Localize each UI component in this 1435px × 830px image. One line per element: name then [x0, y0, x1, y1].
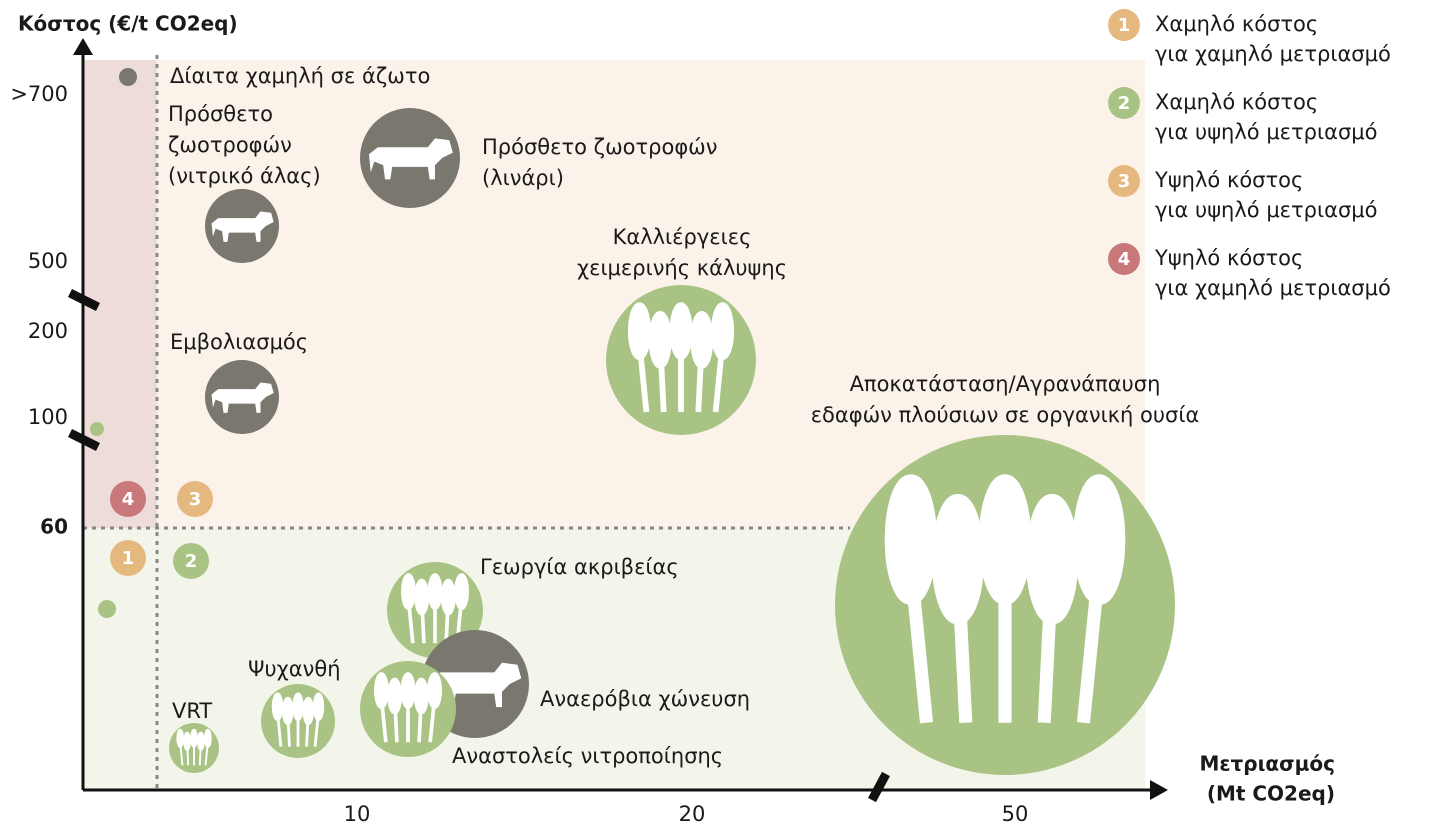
bubble-label: Δίαιτα χαμηλή σε άζωτο	[170, 64, 430, 88]
legend-text: για υψηλό μετριασμό	[1155, 120, 1377, 144]
ear	[440, 578, 456, 616]
bubble-label: (νιτρικό άλας)	[168, 164, 321, 188]
bubble-label: Αναστολείς νιτροποίησης	[452, 744, 723, 768]
content: 4 3 1 2 >700 500 200 100 60 10 20 50 Μετριασμός (Mt C…	[10, 9, 1391, 826]
y-title: Κόστος (€/t CO2eq)	[18, 12, 238, 36]
y-arrow	[73, 38, 93, 55]
ear	[190, 728, 198, 748]
zone-number: 1	[122, 548, 135, 569]
x-arrow	[1150, 780, 1168, 800]
ear	[690, 310, 714, 369]
bubble	[90, 422, 104, 436]
x-tick-label: 10	[344, 802, 371, 826]
ear	[176, 728, 185, 748]
legend-marker	[1108, 87, 1140, 119]
legend-marker	[1108, 9, 1140, 41]
ear	[427, 672, 442, 709]
y-tick-label: >700	[10, 82, 68, 106]
x-title: Μετριασμός	[1199, 752, 1335, 776]
legend-number: 2	[1118, 93, 1131, 114]
ear	[627, 302, 652, 360]
ear	[282, 696, 294, 726]
x-tick-label: 20	[679, 802, 706, 826]
ear	[312, 692, 325, 721]
legend-text: Χαμηλό κόστος	[1155, 12, 1318, 36]
ear	[413, 677, 429, 715]
legend-text: Υψηλό κόστος	[1154, 168, 1303, 192]
ear	[203, 728, 212, 748]
bubble-label: Γεωργία ακριβείας	[480, 555, 679, 579]
ear	[387, 677, 403, 715]
ear	[427, 573, 443, 610]
zone-high-cost-low	[83, 60, 157, 528]
bubble	[98, 600, 116, 618]
legend-text: για χαμηλό μετριασμό	[1155, 42, 1391, 66]
ear	[292, 692, 304, 721]
ear	[183, 731, 191, 751]
x-title: (Mt CO2eq)	[1207, 782, 1335, 806]
legend-number: 3	[1118, 171, 1131, 192]
ear	[884, 474, 938, 605]
cow-icon	[211, 211, 274, 242]
zone-marker	[110, 540, 146, 576]
x-tick-label: 50	[1002, 802, 1029, 826]
y-tick-label: 100	[28, 405, 68, 429]
ear	[302, 696, 314, 726]
legend-number: 1	[1118, 15, 1131, 36]
ear	[374, 672, 389, 709]
cow-icon	[211, 382, 274, 413]
ear	[400, 672, 416, 709]
bubble-label: ζωοτροφών	[168, 133, 292, 157]
wheat-icon	[374, 672, 442, 743]
cow-icon	[368, 138, 453, 180]
ear	[454, 573, 469, 610]
zone-marker	[173, 543, 209, 579]
ear	[978, 474, 1032, 605]
wheat-icon	[176, 728, 212, 766]
ear	[1072, 474, 1126, 605]
legend-text: για χαμηλό μετριασμό	[1155, 276, 1391, 300]
zone-number: 3	[189, 489, 202, 510]
bubble-label: Αποκατάσταση/Αγρανάπαυση	[850, 372, 1161, 396]
ear	[931, 493, 985, 625]
bubble-label: Ψυχανθή	[248, 657, 341, 681]
ear	[197, 731, 205, 751]
wheat-icon	[271, 692, 325, 747]
legend-number: 4	[1118, 249, 1131, 270]
axis-breaks	[67, 288, 890, 803]
bubble-label: Πρόσθετο ζωοτροφών	[482, 135, 718, 159]
bubble-label: χειμερινής κάλυψης	[577, 256, 787, 280]
ear	[414, 578, 430, 616]
wheat-icon	[401, 573, 469, 644]
zone-number: 4	[122, 489, 135, 510]
ear	[648, 310, 672, 369]
y-tick-label: 500	[28, 249, 68, 273]
y-tick-label: 200	[28, 319, 68, 343]
bubble-label: Αναερόβια χώνευση	[540, 687, 750, 711]
ear	[401, 573, 416, 610]
bubble-label: VRT	[172, 699, 212, 723]
bubble-label: εδαφών πλούσιων σε οργανική ουσία	[811, 403, 1200, 427]
bubble-label: Εμβολιασμός	[170, 330, 308, 354]
legend-marker	[1108, 165, 1140, 197]
ear	[1025, 493, 1079, 625]
legend-marker	[1108, 243, 1140, 275]
legend-text: Χαμηλό κόστος	[1155, 90, 1318, 114]
bubble-label: Πρόσθετο	[168, 102, 273, 126]
y-tick-label: 60	[40, 515, 68, 539]
legend-text: Υψηλό κόστος	[1154, 246, 1303, 270]
ear	[669, 302, 693, 360]
wheat-icon	[627, 302, 735, 413]
wheat-icon	[884, 474, 1126, 724]
legend-text: για υψηλό μετριασμό	[1155, 198, 1377, 222]
bubble-label: Καλλιέργειες	[613, 225, 752, 249]
bubble-label: (λινάρι)	[482, 166, 564, 190]
ear	[710, 302, 735, 360]
zone-number: 2	[185, 551, 198, 572]
ear	[271, 692, 284, 721]
zone-marker	[110, 481, 146, 517]
zone-marker	[177, 481, 213, 517]
bubble	[119, 68, 137, 86]
